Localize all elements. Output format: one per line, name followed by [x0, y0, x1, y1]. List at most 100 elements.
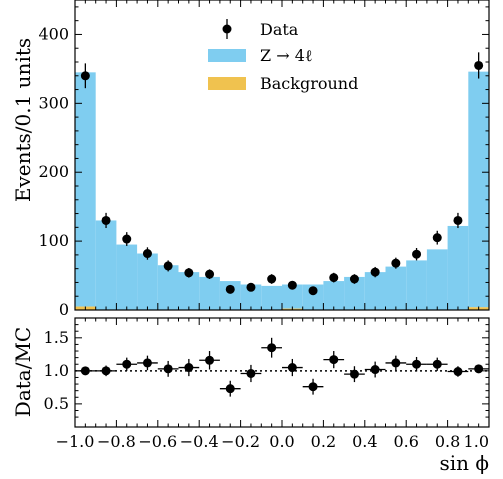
ratio-point [246, 368, 256, 378]
ratio-point [122, 359, 132, 369]
ratio-point [349, 369, 359, 379]
signal-bar [385, 266, 407, 310]
signal-bar [468, 71, 489, 308]
data-point [80, 71, 90, 81]
x-tick-label: −1.0 [56, 432, 95, 451]
main-plot-frame [74, 0, 490, 311]
signal-bar [199, 276, 220, 310]
signal-bar [137, 253, 158, 310]
signal-bar [178, 272, 200, 310]
x-tick-label: −0.2 [221, 432, 260, 451]
ratio-y-tick-label: 1.0 [44, 361, 69, 380]
y-tick-label: 200 [38, 162, 69, 181]
legend-label-signal: Z → 4ℓ [260, 46, 313, 65]
legend-label-data: Data [260, 20, 299, 39]
legend-background-swatch [208, 77, 246, 90]
legend-data-marker [222, 24, 232, 34]
y-tick-label: 400 [38, 24, 69, 43]
ratio-point [101, 366, 111, 376]
signal-bar [406, 260, 427, 310]
x-tick-label: 0.0 [269, 432, 294, 451]
ratio-point [80, 366, 90, 376]
data-point [349, 274, 359, 284]
ratio-point [287, 363, 297, 373]
signal-bar [426, 249, 448, 310]
signal-bar [157, 265, 179, 310]
x-tick-label: −0.4 [180, 432, 219, 451]
x-tick-label: 1.0 [464, 432, 489, 451]
data-point [184, 268, 194, 278]
ratio-point [308, 382, 318, 392]
legend-item-signal: Z → 4ℓ [208, 46, 313, 65]
signal-bar [219, 281, 241, 310]
ratio-plot-frame [74, 317, 490, 428]
data-point [287, 280, 297, 290]
x-tick-label: 0.2 [311, 432, 336, 451]
ratio-points [75, 337, 489, 397]
data-point [122, 234, 132, 244]
x-tick-label: −0.8 [97, 432, 136, 451]
histogram-bars [75, 71, 489, 310]
y-tick-label: 0 [59, 300, 69, 319]
data-point [142, 249, 152, 259]
signal-bar [116, 244, 138, 310]
data-point [474, 60, 484, 70]
data-point [267, 274, 277, 284]
legend-label-background: Background [260, 74, 358, 93]
ratio-point [225, 384, 235, 394]
legend-item-data: Data [222, 19, 299, 39]
main-y-axis-label: Events/0.1 units [11, 38, 35, 202]
signal-bar [261, 285, 282, 310]
ratio-point [412, 359, 422, 369]
data-point [412, 249, 422, 259]
x-tick-label: 0.6 [393, 432, 418, 451]
signal-bar [302, 284, 324, 310]
ratio-y-axis-label: Data/MC [11, 327, 35, 417]
data-point [163, 261, 173, 271]
ratio-point [370, 365, 380, 375]
data-point [453, 215, 463, 225]
data-point [329, 273, 339, 283]
signal-bar [75, 72, 96, 307]
x-axis-label: sin ϕ [439, 451, 489, 475]
data-point [391, 258, 401, 268]
ratio-y-tick-label: 0.5 [44, 394, 69, 413]
signal-bar [323, 281, 345, 310]
signal-bar [344, 276, 365, 310]
signal-bar [364, 272, 386, 310]
ratio-point [267, 343, 277, 353]
legend-signal-swatch [208, 49, 246, 62]
legend: Data Z → 4ℓ Background [208, 19, 358, 93]
data-point [205, 269, 215, 279]
signal-bar [282, 284, 303, 309]
signal-bar [240, 284, 262, 310]
main-y-ticks: 0 100 200 300 400 [38, 6, 489, 319]
data-point [246, 282, 256, 292]
data-point [308, 286, 318, 296]
ratio-point [205, 355, 215, 365]
legend-item-background: Background [208, 74, 358, 93]
data-point [432, 233, 442, 243]
signal-bar [447, 225, 469, 310]
ratio-point [474, 364, 484, 374]
ratio-point [184, 363, 194, 373]
ratio-y-tick-label: 1.5 [44, 328, 69, 347]
ratio-point [142, 358, 152, 368]
data-point [101, 215, 111, 225]
x-tick-label: −0.6 [138, 432, 177, 451]
ratio-point [391, 358, 401, 368]
ratio-x-ticks: −1.0 −0.8 −0.6 −0.4 −0.2 0.0 0.2 0.4 0.6 0.8 1.0 [56, 318, 490, 451]
x-tick-label: 0.8 [435, 432, 460, 451]
y-tick-label: 300 [38, 93, 69, 112]
signal-bar [95, 220, 117, 310]
ratio-y-ticks: 0.5 1.0 1.5 [44, 324, 489, 418]
data-point [225, 284, 235, 294]
y-tick-label: 100 [38, 231, 69, 250]
ratio-point [329, 355, 339, 365]
data-point [370, 267, 380, 277]
ratio-point [432, 359, 442, 369]
data-points [80, 52, 484, 296]
main-panel: 0 100 200 300 400 Events/0.1 units Data Z → … [11, 0, 490, 319]
x-tick-label: 0.4 [352, 432, 377, 451]
